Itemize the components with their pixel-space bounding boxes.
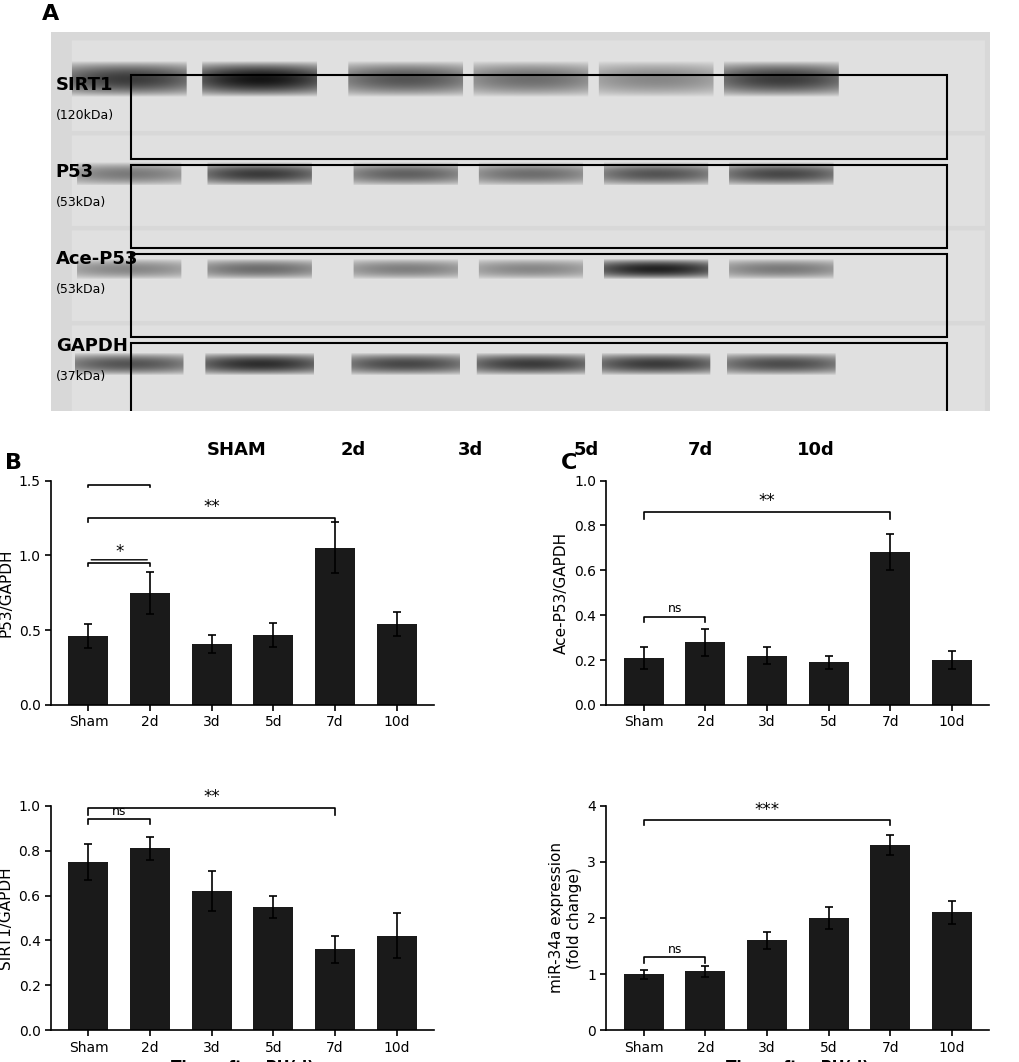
Bar	[315, 949, 355, 1030]
Text: 2d: 2d	[340, 441, 366, 459]
Bar	[624, 657, 663, 705]
Text: 10d: 10d	[796, 441, 834, 459]
Text: (120kDa): (120kDa)	[56, 108, 114, 122]
Text: ***: ***	[754, 801, 779, 819]
Bar	[869, 552, 910, 705]
Bar	[68, 636, 108, 705]
Bar	[130, 343, 947, 426]
Y-axis label: SIRT1/GAPDH: SIRT1/GAPDH	[0, 867, 13, 970]
Text: 5d: 5d	[573, 441, 598, 459]
Text: ns: ns	[666, 602, 681, 615]
Bar	[192, 644, 231, 705]
Bar	[685, 972, 725, 1030]
Text: (53kDa): (53kDa)	[56, 195, 106, 209]
Bar	[808, 918, 848, 1030]
Text: ns: ns	[112, 805, 126, 818]
Text: GAPDH: GAPDH	[56, 338, 127, 356]
Bar	[746, 655, 787, 705]
Bar	[130, 254, 947, 337]
Text: 3d: 3d	[458, 441, 483, 459]
Text: 7d: 7d	[688, 441, 712, 459]
Bar	[129, 593, 170, 705]
Bar	[869, 845, 910, 1030]
Bar	[808, 663, 848, 705]
Text: P53: P53	[56, 164, 94, 182]
Bar	[253, 907, 293, 1030]
Text: **: **	[758, 492, 774, 510]
Bar	[130, 75, 947, 159]
Text: SIRT1: SIRT1	[56, 75, 113, 93]
Text: A: A	[42, 4, 59, 24]
Bar	[315, 548, 355, 705]
Bar	[931, 660, 971, 705]
Text: (53kDa): (53kDa)	[56, 284, 106, 296]
Bar	[931, 912, 971, 1030]
Bar	[192, 891, 231, 1030]
Y-axis label: miR-34a expression
(fold change): miR-34a expression (fold change)	[548, 842, 581, 993]
Y-axis label: P53/GAPDH: P53/GAPDH	[0, 548, 13, 637]
Bar	[685, 643, 725, 705]
Text: *: *	[115, 544, 123, 562]
Text: **: **	[203, 788, 220, 806]
Text: Ace-P53: Ace-P53	[56, 251, 138, 269]
Text: ns: ns	[666, 943, 681, 956]
Text: (37kDa): (37kDa)	[56, 371, 106, 383]
X-axis label: Time after PH(d): Time after PH(d)	[171, 1060, 314, 1062]
Bar	[624, 974, 663, 1030]
Bar	[130, 165, 947, 247]
Bar	[376, 936, 416, 1030]
Bar	[376, 624, 416, 705]
Bar	[68, 862, 108, 1030]
Text: C: C	[559, 453, 576, 474]
Text: SHAM: SHAM	[206, 441, 266, 459]
X-axis label: Time after PH(d): Time after PH(d)	[726, 1060, 868, 1062]
Y-axis label: Ace-P53/GAPDH: Ace-P53/GAPDH	[553, 532, 568, 654]
Text: **: **	[203, 498, 220, 516]
Bar	[253, 635, 293, 705]
Bar	[746, 941, 787, 1030]
Text: B: B	[5, 453, 22, 474]
Bar	[129, 849, 170, 1030]
